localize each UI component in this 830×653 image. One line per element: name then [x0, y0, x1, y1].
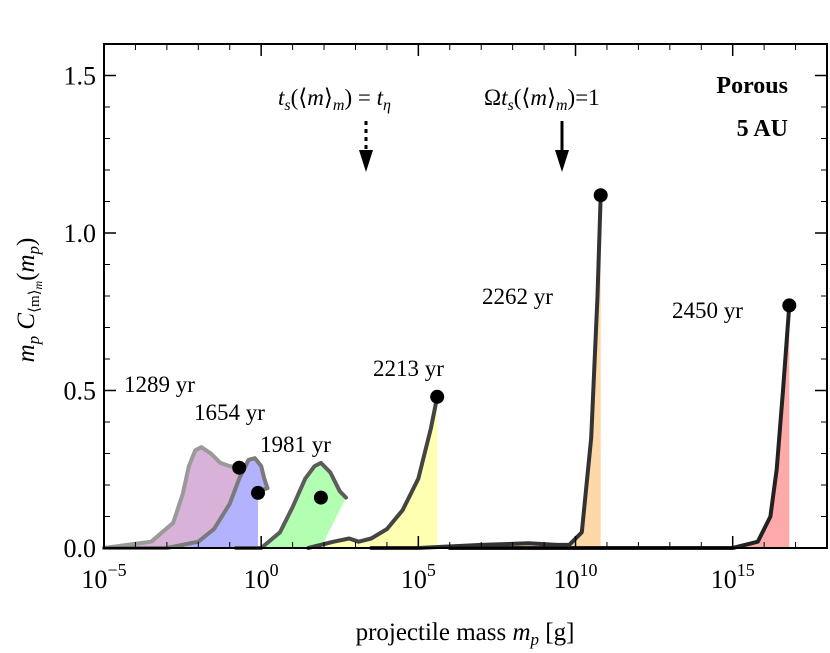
series-fill-1654-yr: [104, 458, 268, 548]
series-fill-1289-yr: [104, 447, 240, 548]
series-end-dot-2213-yr: [430, 389, 445, 404]
series-label-1981-yr: 1981 yr: [260, 432, 331, 457]
y-tick-label: 0.5: [64, 377, 97, 406]
y-axis-title: mp C⟨m⟩m(mp): [13, 238, 45, 363]
series-label-1289-yr: 1289 yr: [124, 372, 195, 397]
x-tick-label: 10−5: [81, 560, 126, 594]
series-line-1981-yr: [234, 460, 348, 550]
series-end-markers: [232, 188, 797, 505]
series-label-1654-yr: 1654 yr: [194, 400, 265, 425]
annotation-eta-label: ts(⟨m⟩m) = tη: [278, 85, 391, 114]
annotation-omega-label: Ωts(⟨m⟩m)=1: [484, 85, 600, 114]
series-label-2450-yr: 2450 yr: [672, 298, 743, 323]
series-end-dot-2262-yr: [593, 188, 608, 203]
x-tick-label: 1015: [711, 560, 755, 594]
series-line-2450-yr: [447, 303, 792, 550]
x-axis-title: projectile mass mp [g]: [356, 619, 575, 649]
y-tick-label: 1.5: [64, 62, 97, 91]
series-line-2213-yr: [306, 394, 440, 550]
series-labels: 1289 yr 1654 yr 1981 yr 2213 yr 2262 yr 2450 …: [124, 284, 743, 457]
panel-label-line2: 5 AU: [737, 116, 788, 142]
series-fill-1981-yr: [236, 462, 346, 548]
axis-tick-labels: 0.0 0.5 1.0 1.5 10−5 100 105 1010 1015: [64, 62, 755, 595]
series-end-dot-1981-yr: [313, 490, 328, 505]
x-tick-label: 105: [401, 560, 436, 594]
series-end-dot-1654-yr: [251, 485, 265, 500]
annotation-eta-arrow-head: [359, 150, 373, 172]
x-tick-label: 1010: [554, 560, 598, 594]
series-end-dot-1289-yr: [232, 460, 247, 475]
annotation-omega-arrow-head: [555, 150, 569, 172]
panel-label-line1: Porous: [716, 73, 788, 99]
series-end-dot-2450-yr: [782, 298, 797, 313]
series-line-1289-yr: [102, 445, 242, 550]
series-fill-2213-yr: [308, 396, 438, 548]
axis-ticks: [103, 44, 828, 549]
series-label-2213-yr: 2213 yr: [373, 356, 444, 381]
series-fills: [104, 195, 790, 548]
series-label-2262-yr: 2262 yr: [482, 284, 553, 309]
x-tick-label: 100: [244, 560, 279, 594]
y-tick-label: 0.0: [64, 534, 97, 563]
series-fill-2450-yr: [449, 305, 790, 548]
y-tick-label: 1.0: [64, 219, 97, 248]
